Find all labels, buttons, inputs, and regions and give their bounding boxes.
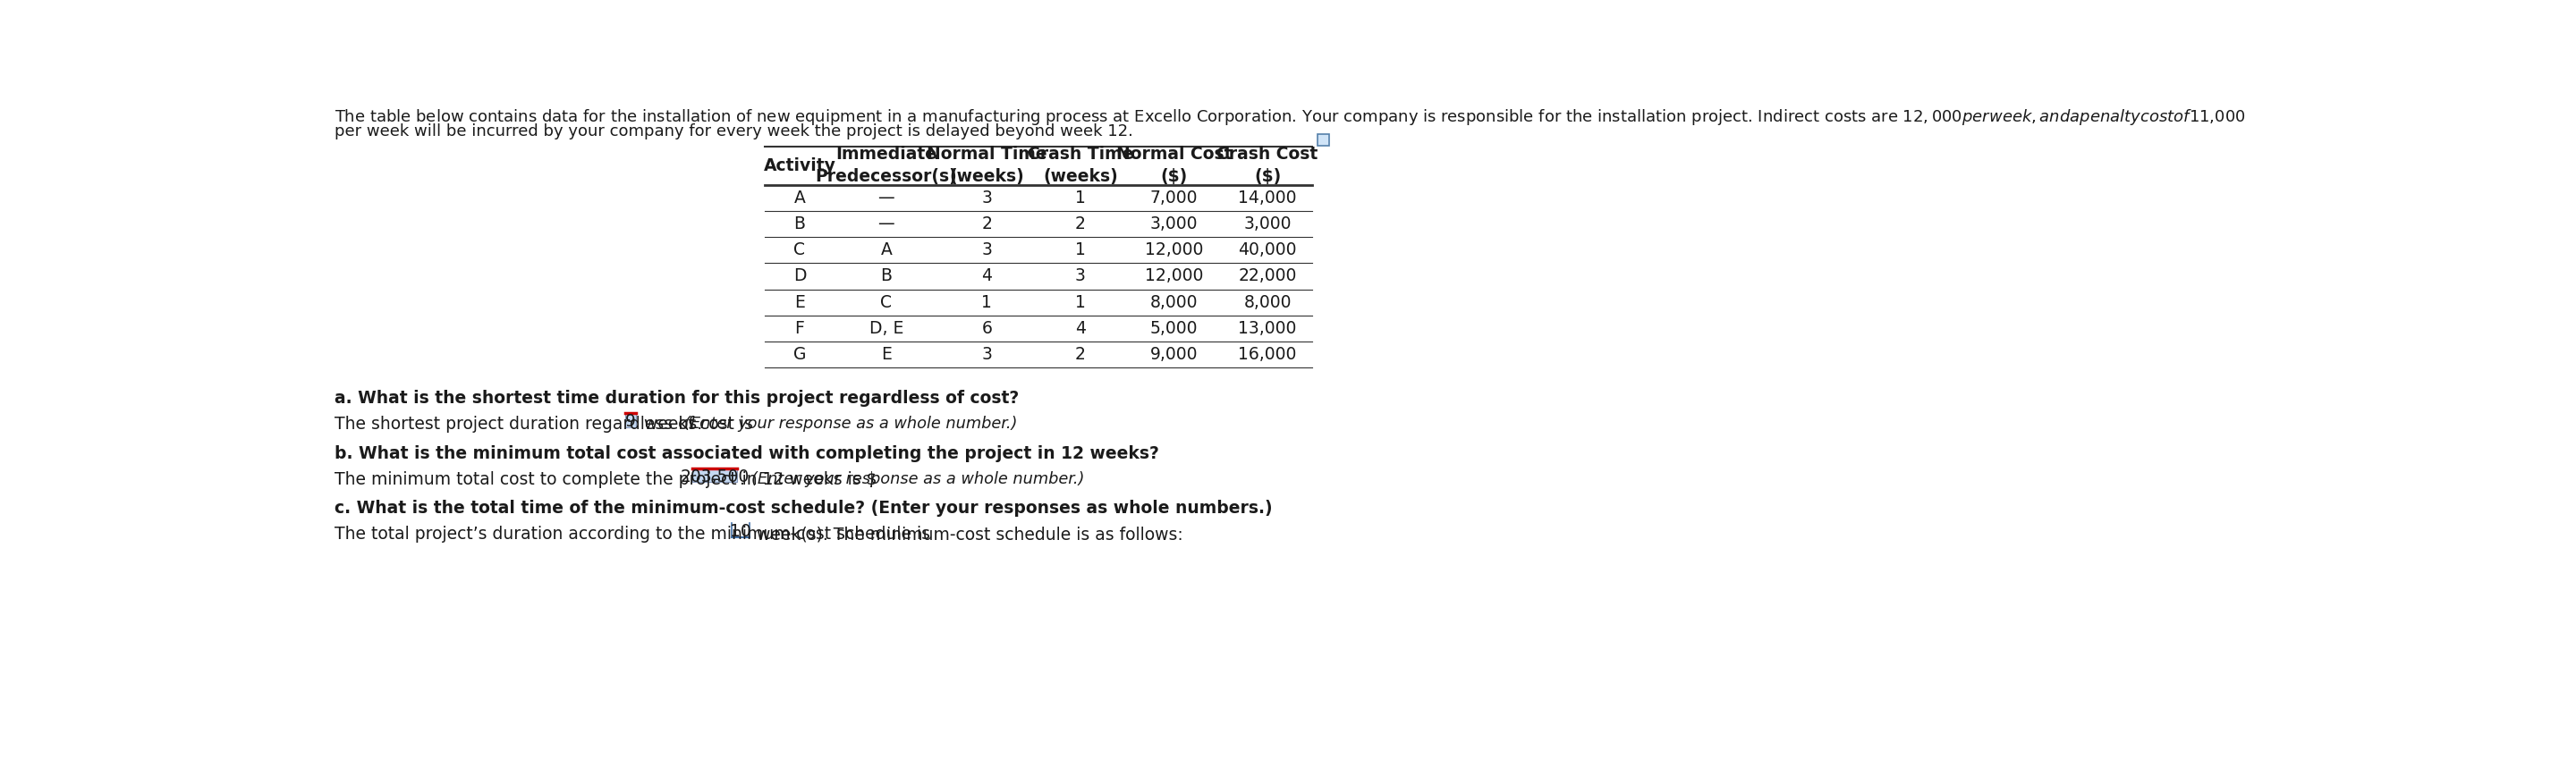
FancyBboxPatch shape xyxy=(1316,134,1329,146)
Text: Predecessor(s): Predecessor(s) xyxy=(814,168,958,185)
FancyBboxPatch shape xyxy=(693,468,737,482)
Text: 9: 9 xyxy=(626,413,636,430)
Text: 14,000: 14,000 xyxy=(1239,189,1296,206)
Text: 16,000: 16,000 xyxy=(1239,346,1296,363)
Text: 13,000: 13,000 xyxy=(1239,320,1296,337)
Text: (Enter your response as a whole number.): (Enter your response as a whole number.) xyxy=(683,416,1018,432)
Text: Normal Cost: Normal Cost xyxy=(1115,146,1231,163)
Text: G: G xyxy=(793,346,806,363)
Text: C: C xyxy=(881,294,891,311)
Text: 8,000: 8,000 xyxy=(1244,294,1291,311)
Text: ($): ($) xyxy=(1159,168,1188,185)
Text: D: D xyxy=(793,268,806,285)
Text: 12,000: 12,000 xyxy=(1144,268,1203,285)
Text: b. What is the minimum total cost associated with completing the project in 12 w: b. What is the minimum total cost associ… xyxy=(335,445,1159,462)
Text: Crash Cost: Crash Cost xyxy=(1216,146,1319,163)
Text: per week will be incurred by your company for every week the project is delayed : per week will be incurred by your compan… xyxy=(335,123,1133,140)
FancyBboxPatch shape xyxy=(626,413,636,427)
Text: 1: 1 xyxy=(1074,294,1084,311)
Text: The minimum total cost to complete the project in 12 weeks is $: The minimum total cost to complete the p… xyxy=(335,471,884,488)
Text: .: . xyxy=(739,471,750,488)
Text: 3: 3 xyxy=(981,346,992,363)
Text: c. What is the total time of the minimum-cost schedule? (Enter your responses as: c. What is the total time of the minimum… xyxy=(335,500,1273,517)
Text: a. What is the shortest time duration for this project regardless of cost?: a. What is the shortest time duration fo… xyxy=(335,390,1020,407)
Text: 203,500: 203,500 xyxy=(680,468,750,485)
Text: The total project’s duration according to the minimum-cost schedule is: The total project’s duration according t… xyxy=(335,526,935,543)
Text: Normal Time: Normal Time xyxy=(927,146,1046,163)
Text: Immediate: Immediate xyxy=(835,146,938,163)
Text: 3,000: 3,000 xyxy=(1244,216,1291,232)
Text: B: B xyxy=(881,268,891,285)
Text: 12,000: 12,000 xyxy=(1144,241,1203,258)
Text: 1: 1 xyxy=(1074,189,1084,206)
Text: —: — xyxy=(878,189,894,206)
Text: 1: 1 xyxy=(1074,241,1084,258)
Text: B: B xyxy=(793,216,806,232)
Text: A: A xyxy=(793,189,806,206)
Text: (weeks): (weeks) xyxy=(951,168,1025,185)
Text: ($): ($) xyxy=(1255,168,1280,185)
Text: 3: 3 xyxy=(981,241,992,258)
Text: week(s). The minimum-cost schedule is as follows:: week(s). The minimum-cost schedule is as… xyxy=(752,526,1182,543)
Text: 22,000: 22,000 xyxy=(1239,268,1296,285)
Text: The shortest project duration regardless of cost is: The shortest project duration regardless… xyxy=(335,416,757,433)
Text: 3: 3 xyxy=(981,189,992,206)
Text: 40,000: 40,000 xyxy=(1239,241,1296,258)
Text: 3,000: 3,000 xyxy=(1149,216,1198,232)
Text: C: C xyxy=(793,241,806,258)
Text: 7,000: 7,000 xyxy=(1149,189,1198,206)
Text: (weeks): (weeks) xyxy=(1043,168,1118,185)
Text: F: F xyxy=(796,320,804,337)
Text: 3: 3 xyxy=(1074,268,1084,285)
Text: D, E: D, E xyxy=(868,320,904,337)
Text: 4: 4 xyxy=(1074,320,1084,337)
Text: 2: 2 xyxy=(981,216,992,232)
Text: 2: 2 xyxy=(1074,346,1084,363)
Text: Crash Time: Crash Time xyxy=(1028,146,1133,163)
Text: The table below contains data for the installation of new equipment in a manufac: The table below contains data for the in… xyxy=(335,107,2246,126)
Text: E: E xyxy=(793,294,804,311)
Text: A: A xyxy=(881,241,891,258)
Text: 8,000: 8,000 xyxy=(1149,294,1198,311)
Text: —: — xyxy=(878,216,894,232)
Text: 9,000: 9,000 xyxy=(1149,346,1198,363)
Text: 2: 2 xyxy=(1074,216,1084,232)
Text: (Enter your response as a whole number.): (Enter your response as a whole number.) xyxy=(752,471,1084,487)
Text: 1: 1 xyxy=(981,294,992,311)
Text: 4: 4 xyxy=(981,268,992,285)
Text: 5,000: 5,000 xyxy=(1149,320,1198,337)
Text: E: E xyxy=(881,346,891,363)
Text: 10: 10 xyxy=(729,523,750,540)
Text: Activity: Activity xyxy=(762,158,835,175)
Text: weeks.: weeks. xyxy=(639,416,708,433)
Text: 6: 6 xyxy=(981,320,992,337)
